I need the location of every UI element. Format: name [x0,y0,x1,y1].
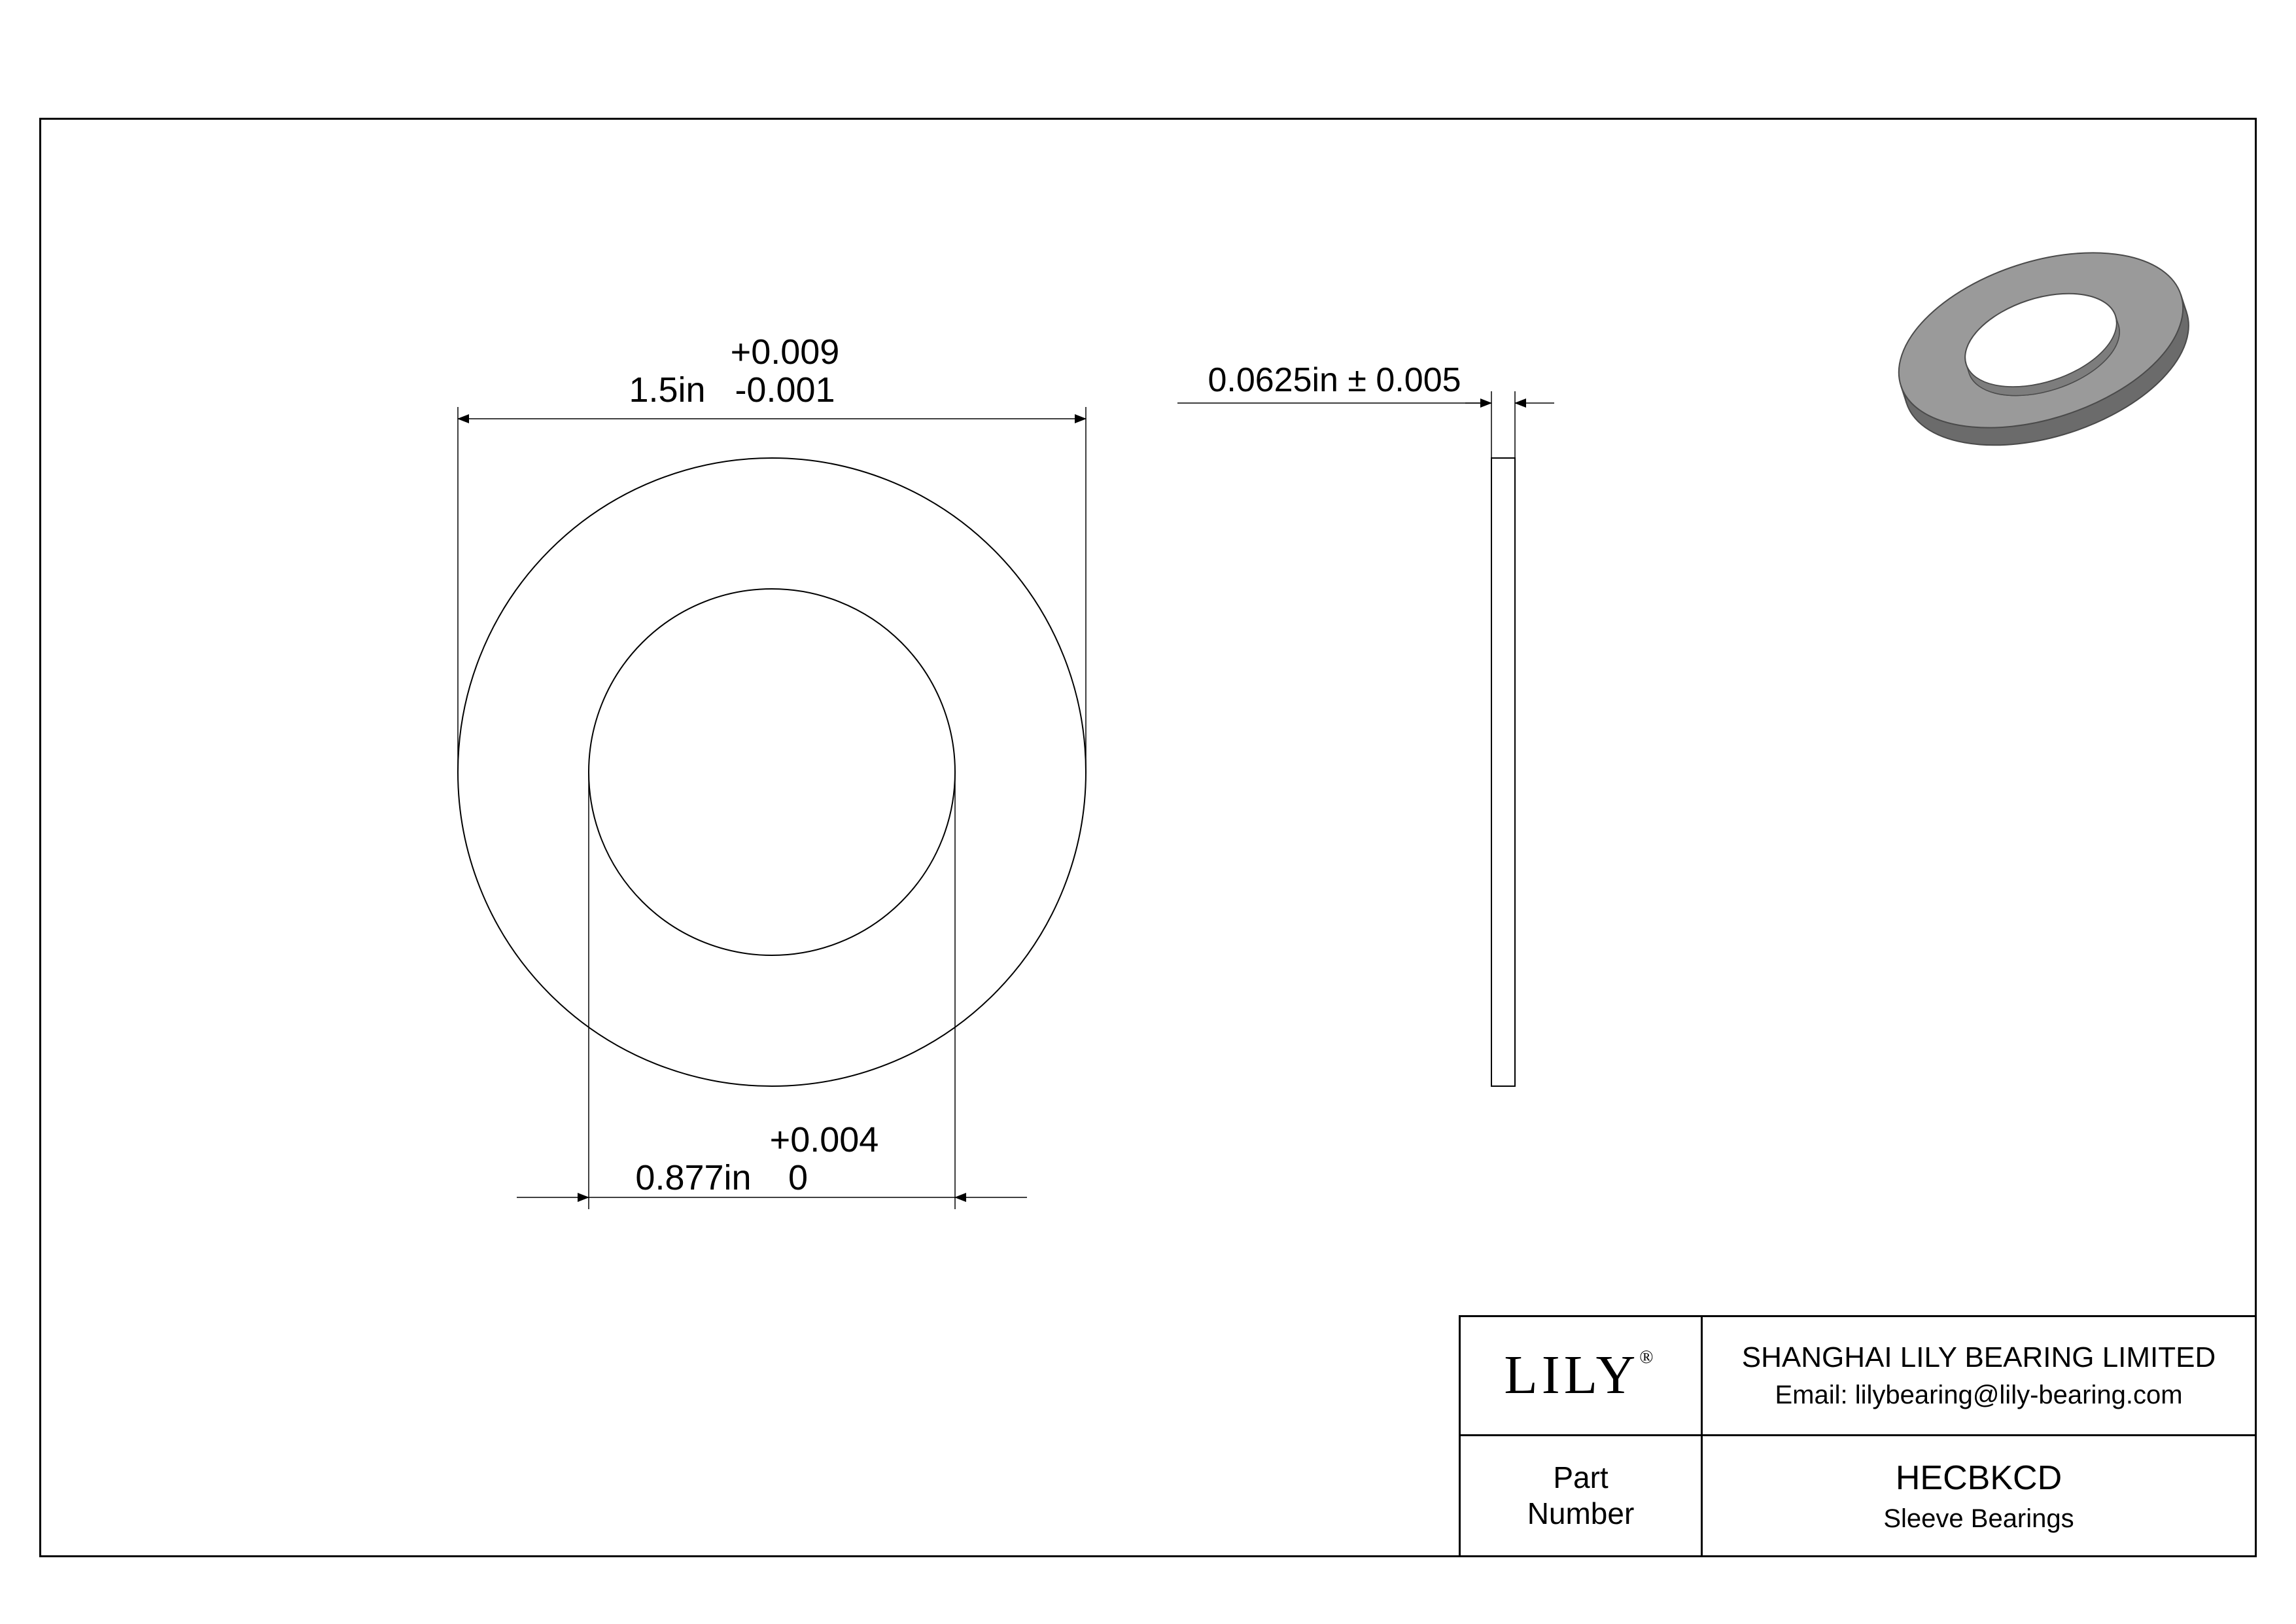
dim-outer-main: 1.5in [629,370,705,410]
part-number: HECBKCD [1896,1458,2062,1498]
dim-thickness-label: 0.0625in ± 0.005 [1208,361,1461,399]
dimension-thickness: 0.0625in ± 0.005 [1177,361,1554,458]
part-type: Sleeve Bearings [1883,1504,2074,1534]
front-view [458,458,1086,1086]
dimension-outer-diameter: +0.009 1.5in -0.001 [458,332,1086,772]
part-label-cell: Part Number [1461,1436,1703,1555]
registered-icon: ® [1639,1347,1657,1368]
part-label-line2: Number [1527,1496,1635,1532]
dim-outer-tol-lower: -0.001 [735,370,835,410]
company-email: Email: lilybearing@lily-bearing.com [1775,1381,2182,1410]
isometric-view [1877,220,2211,478]
drawing-page: +0.009 1.5in -0.001 +0.004 0.877in 0 [0,0,2296,1624]
company-logo: LILY® [1504,1343,1657,1409]
dim-inner-main: 0.877in [635,1158,751,1197]
logo-text: LILY [1504,1345,1639,1405]
logo-cell: LILY® [1461,1317,1703,1434]
company-info-cell: SHANGHAI LILY BEARING LIMITED Email: lil… [1703,1317,2255,1434]
dim-outer-tol-upper: +0.009 [731,332,840,372]
side-view [1491,458,1515,1086]
part-label-line1: Part [1553,1460,1608,1496]
part-info-cell: HECBKCD Sleeve Bearings [1703,1436,2255,1555]
dimension-inner-diameter: +0.004 0.877in 0 [517,772,1027,1209]
dim-inner-tol-lower: 0 [788,1158,808,1197]
dim-inner-tol-upper: +0.004 [770,1120,879,1159]
title-block: LILY® SHANGHAI LILY BEARING LIMITED Emai… [1459,1315,2257,1557]
company-name: SHANGHAI LILY BEARING LIMITED [1742,1341,2216,1374]
